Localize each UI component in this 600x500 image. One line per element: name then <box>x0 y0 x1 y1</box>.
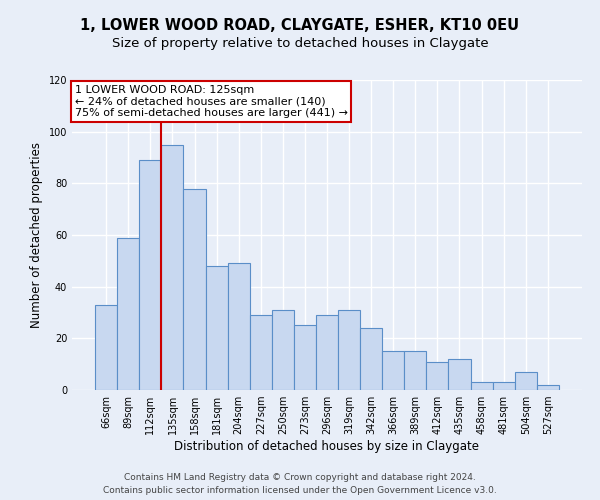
Bar <box>515 372 537 390</box>
Bar <box>95 304 117 390</box>
Bar <box>404 351 427 390</box>
Text: Contains HM Land Registry data © Crown copyright and database right 2024.
Contai: Contains HM Land Registry data © Crown c… <box>103 473 497 495</box>
Text: 1 LOWER WOOD ROAD: 125sqm
← 24% of detached houses are smaller (140)
75% of semi: 1 LOWER WOOD ROAD: 125sqm ← 24% of detac… <box>74 84 347 118</box>
Text: Size of property relative to detached houses in Claygate: Size of property relative to detached ho… <box>112 38 488 51</box>
Bar <box>316 315 338 390</box>
Bar <box>161 144 184 390</box>
Bar <box>272 310 294 390</box>
Bar <box>382 351 404 390</box>
Bar <box>338 310 360 390</box>
Bar <box>184 188 206 390</box>
Bar <box>227 264 250 390</box>
X-axis label: Distribution of detached houses by size in Claygate: Distribution of detached houses by size … <box>175 440 479 453</box>
Bar <box>294 326 316 390</box>
Text: 1, LOWER WOOD ROAD, CLAYGATE, ESHER, KT10 0EU: 1, LOWER WOOD ROAD, CLAYGATE, ESHER, KT1… <box>80 18 520 32</box>
Bar <box>427 362 448 390</box>
Bar <box>139 160 161 390</box>
Bar <box>537 385 559 390</box>
Bar <box>206 266 227 390</box>
Bar <box>360 328 382 390</box>
Bar <box>493 382 515 390</box>
Bar <box>117 238 139 390</box>
Y-axis label: Number of detached properties: Number of detached properties <box>30 142 43 328</box>
Bar <box>470 382 493 390</box>
Bar <box>448 359 470 390</box>
Bar <box>250 315 272 390</box>
